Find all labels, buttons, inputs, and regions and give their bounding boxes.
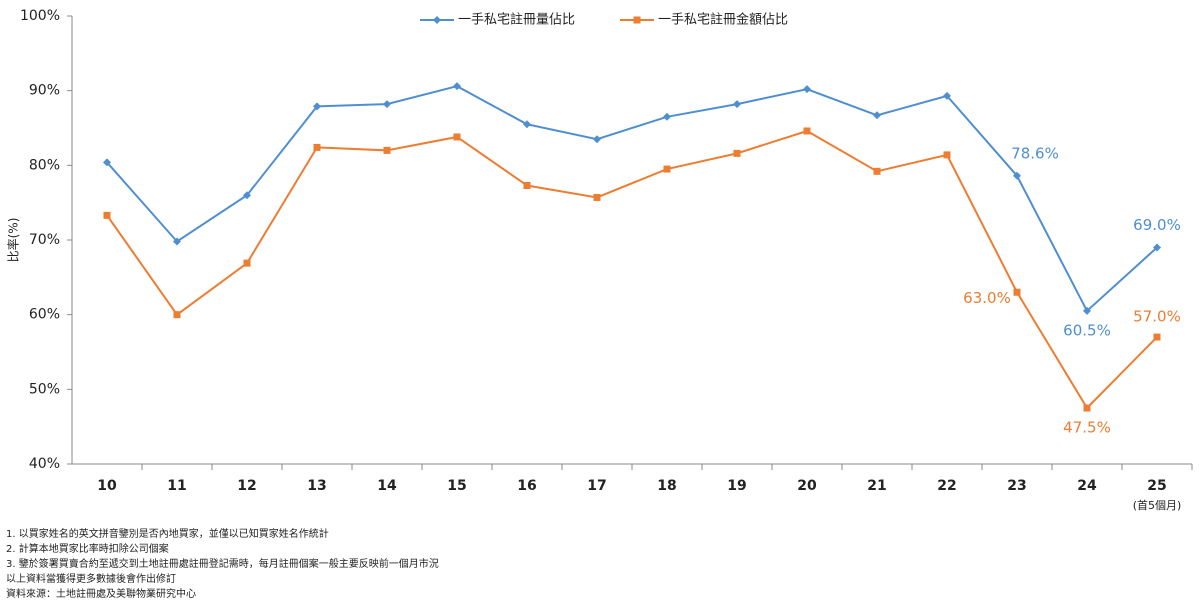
y-tick-label: 60% xyxy=(29,307,60,323)
marker xyxy=(873,167,881,175)
x-tick-label: 21 xyxy=(867,478,886,494)
legend-label: 一手私宅註冊金額佔比 xyxy=(658,12,788,28)
footnote: 2. 計算本地買家比率時扣除公司個案 xyxy=(6,542,169,555)
marker xyxy=(803,85,811,94)
x-tick-label: 16 xyxy=(517,478,536,494)
data-label: 57.0% xyxy=(1133,308,1181,326)
data-label: 78.6% xyxy=(1011,144,1059,162)
series-line xyxy=(106,129,1158,410)
marker xyxy=(173,311,181,319)
marker xyxy=(593,193,601,201)
data-label: 69.0% xyxy=(1133,216,1181,234)
marker xyxy=(313,143,321,151)
y-tick-label: 70% xyxy=(29,232,60,248)
x-tick-note: (首5個月) xyxy=(1133,498,1182,512)
x-tick-label: 11 xyxy=(167,478,186,494)
y-tick-label: 50% xyxy=(29,381,60,397)
marker xyxy=(803,127,811,135)
y-tick-label: 40% xyxy=(29,456,60,472)
marker xyxy=(733,100,741,109)
legend-marker xyxy=(633,16,641,24)
footnote: 資料來源：土地註冊處及美聯物業研究中心 xyxy=(6,587,196,600)
marker xyxy=(1083,404,1091,412)
marker xyxy=(383,146,391,154)
marker xyxy=(593,135,601,144)
data-label: 60.5% xyxy=(1063,321,1111,339)
marker xyxy=(173,237,181,246)
marker xyxy=(733,149,741,157)
footnote: 1. 以買家姓名的英文拼音鑒別是否內地買家，並僅以已知買家姓名作統計 xyxy=(6,527,329,540)
marker xyxy=(663,112,671,121)
marker xyxy=(453,82,461,91)
x-tick-label: 10 xyxy=(97,478,117,494)
footnote: 3. 鑒於簽署買賣合約至遞交到土地註冊處註冊登記需時，每月註冊個案一般主要反映前… xyxy=(6,557,439,570)
marker xyxy=(523,181,531,189)
series-line xyxy=(106,85,1158,313)
marker xyxy=(943,91,951,100)
legend-marker xyxy=(433,16,441,24)
marker xyxy=(1013,288,1021,296)
x-tick-label: 20 xyxy=(797,478,817,494)
marker xyxy=(453,133,461,141)
x-tick-label: 24 xyxy=(1077,478,1097,494)
footnote: 以上資料當獲得更多數據後會作出修訂 xyxy=(6,572,176,585)
x-tick-label: 13 xyxy=(307,478,326,494)
x-tick-label: 15 xyxy=(447,478,466,494)
marker xyxy=(313,102,321,111)
x-tick-label: 22 xyxy=(937,478,956,494)
marker xyxy=(943,151,951,159)
y-tick-label: 80% xyxy=(29,157,60,173)
marker xyxy=(663,165,671,173)
x-tick-label: 23 xyxy=(1007,478,1026,494)
marker xyxy=(103,158,111,167)
data-label: 47.5% xyxy=(1063,419,1111,437)
marker xyxy=(1013,171,1021,180)
marker xyxy=(383,100,391,109)
marker xyxy=(1153,333,1161,341)
x-tick-label: 18 xyxy=(657,478,676,494)
marker xyxy=(243,259,251,267)
marker xyxy=(103,211,111,219)
marker xyxy=(523,120,531,129)
legend-label: 一手私宅註冊量佔比 xyxy=(458,13,575,28)
marker xyxy=(1083,306,1091,315)
x-tick-label: 19 xyxy=(727,478,746,494)
marker xyxy=(1153,243,1161,252)
y-tick-label: 100% xyxy=(20,8,60,24)
x-tick-label: 14 xyxy=(377,478,397,494)
x-tick-label: 12 xyxy=(237,478,256,494)
y-tick-label: 90% xyxy=(29,83,60,99)
marker xyxy=(873,111,881,120)
marker xyxy=(243,191,251,200)
x-tick-label: 25 xyxy=(1147,478,1166,494)
y-axis-label: 比率(%) xyxy=(6,218,21,263)
data-label: 63.0% xyxy=(963,289,1011,307)
x-tick-label: 17 xyxy=(587,478,606,494)
